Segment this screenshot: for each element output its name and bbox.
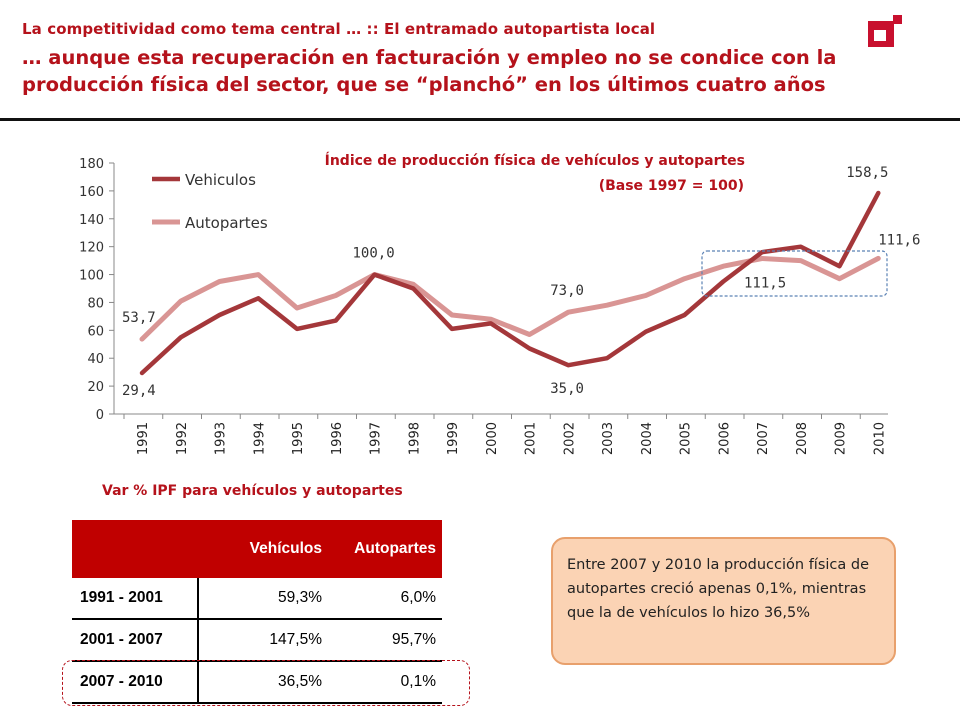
x-tick-label: 1993 bbox=[214, 422, 229, 455]
data-label: 158,5 bbox=[846, 165, 888, 181]
highlight-box bbox=[701, 250, 888, 297]
y-tick-label: 120 bbox=[79, 241, 104, 256]
table-row: 2007 - 2010 36,5% 0,1% bbox=[72, 661, 442, 704]
y-tick-label: 40 bbox=[87, 352, 104, 367]
table-row: 2001 - 2007 147,5% 95,7% bbox=[72, 619, 442, 662]
row-autopartes-value: 6,0% bbox=[328, 578, 442, 620]
y-tick-label: 80 bbox=[87, 296, 104, 311]
data-label: 29,4 bbox=[122, 383, 156, 399]
x-tick-label: 2002 bbox=[562, 422, 577, 455]
table-header-row: Vehículos Autopartes bbox=[72, 520, 442, 578]
x-tick-label: 2005 bbox=[679, 422, 694, 455]
table-row: 1991 - 2001 59,3% 6,0% bbox=[72, 578, 442, 620]
x-tick-label: 2010 bbox=[872, 422, 887, 455]
x-tick-label: 2001 bbox=[524, 422, 539, 455]
table-highlight-box bbox=[62, 660, 470, 706]
data-label: 73,0 bbox=[550, 283, 584, 299]
table-header-vehiculos: Vehículos bbox=[198, 520, 328, 578]
x-tick-label: 1997 bbox=[369, 422, 384, 455]
table-header-period bbox=[72, 520, 198, 578]
data-label: 111,6 bbox=[878, 232, 920, 248]
page-title: … aunque esta recuperación en facturació… bbox=[22, 46, 837, 96]
callout-note: Entre 2007 y 2010 la producción física d… bbox=[551, 537, 896, 665]
data-label: 111,5 bbox=[744, 276, 786, 292]
x-tick-label: 1998 bbox=[407, 422, 422, 455]
series-line-vehiculos bbox=[139, 190, 881, 376]
x-tick-label: 2009 bbox=[834, 422, 849, 455]
x-tick-label: 2004 bbox=[640, 422, 655, 455]
production-index-chart: 0 20 40 60 80 100 120 140 160 180 1991 1992 1993 199… bbox=[79, 152, 920, 455]
brand-logo-icon bbox=[868, 15, 902, 47]
section-kicker: La competitividad como tema central … ::… bbox=[22, 20, 656, 38]
row-period: 2007 - 2010 bbox=[72, 661, 199, 704]
x-tick-label: 2003 bbox=[601, 422, 616, 455]
table-caption: Var % IPF para vehículos y autopartes bbox=[102, 483, 403, 499]
chart-subtitle: (Base 1997 = 100) bbox=[599, 178, 744, 194]
row-period: 1991 - 2001 bbox=[72, 578, 199, 620]
data-label: 100,0 bbox=[353, 246, 395, 262]
chart-title: Índice de producción física de vehículos… bbox=[325, 152, 745, 169]
row-period: 2001 - 2007 bbox=[72, 619, 199, 662]
x-tick-label: 2006 bbox=[717, 422, 732, 455]
legend-label-autopartes: Autopartes bbox=[185, 214, 268, 232]
row-vehiculos-value: 36,5% bbox=[198, 661, 328, 704]
y-tick-label: 100 bbox=[79, 269, 104, 284]
y-tick-label: 60 bbox=[87, 324, 104, 339]
x-tick-label: 1999 bbox=[446, 422, 461, 455]
x-tick-label: 2008 bbox=[795, 422, 810, 455]
x-tick-label: 1991 bbox=[136, 422, 151, 455]
x-tick-label: 1995 bbox=[291, 422, 306, 455]
x-tick-label: 1992 bbox=[175, 422, 190, 455]
row-autopartes-value: 95,7% bbox=[328, 619, 442, 662]
chart-legend: Vehiculos Autopartes bbox=[152, 171, 268, 232]
legend-label-vehiculos: Vehiculos bbox=[185, 171, 256, 189]
y-tick-label: 140 bbox=[79, 213, 104, 228]
y-tick-label: 160 bbox=[79, 185, 104, 200]
variation-table: Vehículos Autopartes 1991 - 2001 59,3% 6… bbox=[72, 520, 442, 704]
y-tick-label: 0 bbox=[96, 408, 104, 423]
x-tick-label: 2000 bbox=[485, 422, 500, 455]
header-divider bbox=[0, 118, 960, 121]
data-label: 35,0 bbox=[550, 381, 584, 397]
x-tick-label: 1996 bbox=[330, 422, 345, 455]
row-vehiculos-value: 59,3% bbox=[198, 578, 328, 620]
x-tick-label: 2007 bbox=[756, 422, 771, 455]
row-vehiculos-value: 147,5% bbox=[198, 619, 328, 662]
y-tick-label: 20 bbox=[87, 380, 104, 395]
x-tick-label: 1994 bbox=[252, 422, 267, 455]
table-header-autopartes: Autopartes bbox=[328, 520, 442, 578]
y-tick-label: 180 bbox=[79, 157, 104, 172]
row-autopartes-value: 0,1% bbox=[328, 661, 442, 704]
data-label: 53,7 bbox=[122, 310, 156, 326]
